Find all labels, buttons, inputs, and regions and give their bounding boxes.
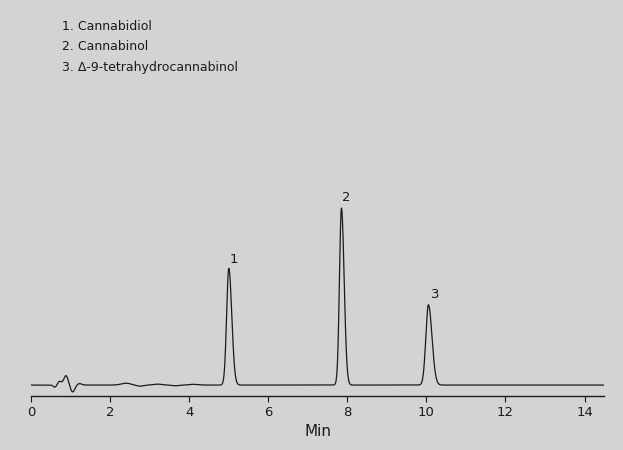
Text: 1: 1 <box>230 252 238 266</box>
Text: 3. Δ-9-tetrahydrocannabinol: 3. Δ-9-tetrahydrocannabinol <box>62 61 239 74</box>
X-axis label: Min: Min <box>304 423 331 439</box>
Text: 3: 3 <box>431 288 440 301</box>
Text: 1. Cannabidiol: 1. Cannabidiol <box>62 20 152 33</box>
Text: 2. Cannabinol: 2. Cannabinol <box>62 40 148 54</box>
Text: 2: 2 <box>342 191 351 204</box>
